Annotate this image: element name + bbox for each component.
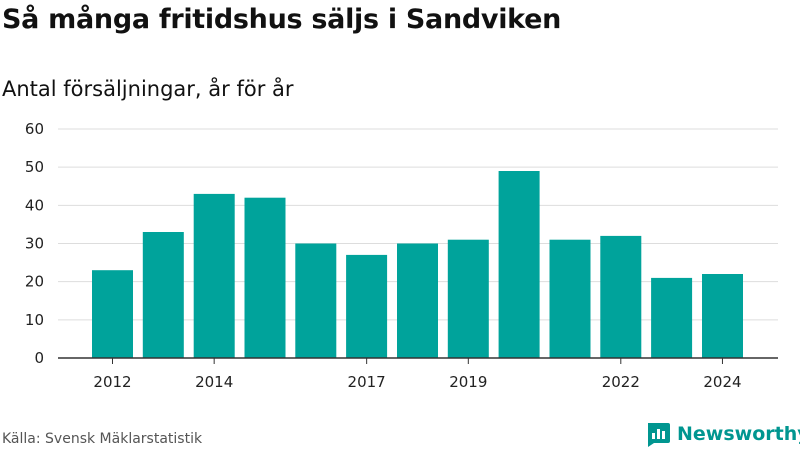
x-tick-label: 2012 (93, 373, 131, 391)
newsworthy-logo-icon (648, 423, 670, 447)
brand-logo: Newsworthy (645, 420, 800, 448)
x-tick-label: 2024 (703, 373, 741, 391)
bar-2021 (549, 239, 591, 358)
y-tick-label: 40 (25, 196, 44, 214)
bar-2023 (651, 277, 693, 358)
bar-2018 (397, 243, 438, 358)
x-tick-label: 2022 (602, 373, 640, 391)
y-tick-label: 30 (25, 235, 44, 253)
bar-2020 (498, 171, 540, 358)
source-note: Källa: Svensk Mäklarstatistik (2, 431, 203, 447)
x-tick-label: 2014 (195, 373, 233, 391)
bar-2016 (295, 243, 337, 358)
y-tick-label: 60 (25, 120, 44, 138)
bar-2017 (346, 254, 388, 358)
bar-2022 (600, 235, 642, 358)
x-axis: 2012 2014 2017 2019 2022 2024 (58, 357, 778, 391)
bars (92, 171, 743, 358)
x-tick-label: 2019 (449, 373, 487, 391)
bar-2012 (92, 270, 133, 358)
x-tick-label: 2017 (348, 373, 386, 391)
y-tick-label: 10 (25, 311, 44, 329)
bar-2013 (142, 232, 184, 358)
chart-subtitle: Antal försäljningar, år för år (2, 77, 294, 101)
brand-name: Newsworthy (677, 423, 800, 445)
y-axis: 0 10 20 30 40 50 60 (25, 120, 44, 367)
y-tick-label: 20 (25, 273, 44, 291)
bar-2024 (702, 274, 743, 358)
bar-2019 (447, 239, 489, 358)
bar-2015 (244, 197, 286, 358)
bar-2014 (193, 193, 235, 358)
y-tick-label: 50 (25, 158, 44, 176)
y-tick-label: 0 (34, 349, 44, 367)
chart-title: Så många fritidshus säljs i Sandviken (2, 4, 562, 35)
